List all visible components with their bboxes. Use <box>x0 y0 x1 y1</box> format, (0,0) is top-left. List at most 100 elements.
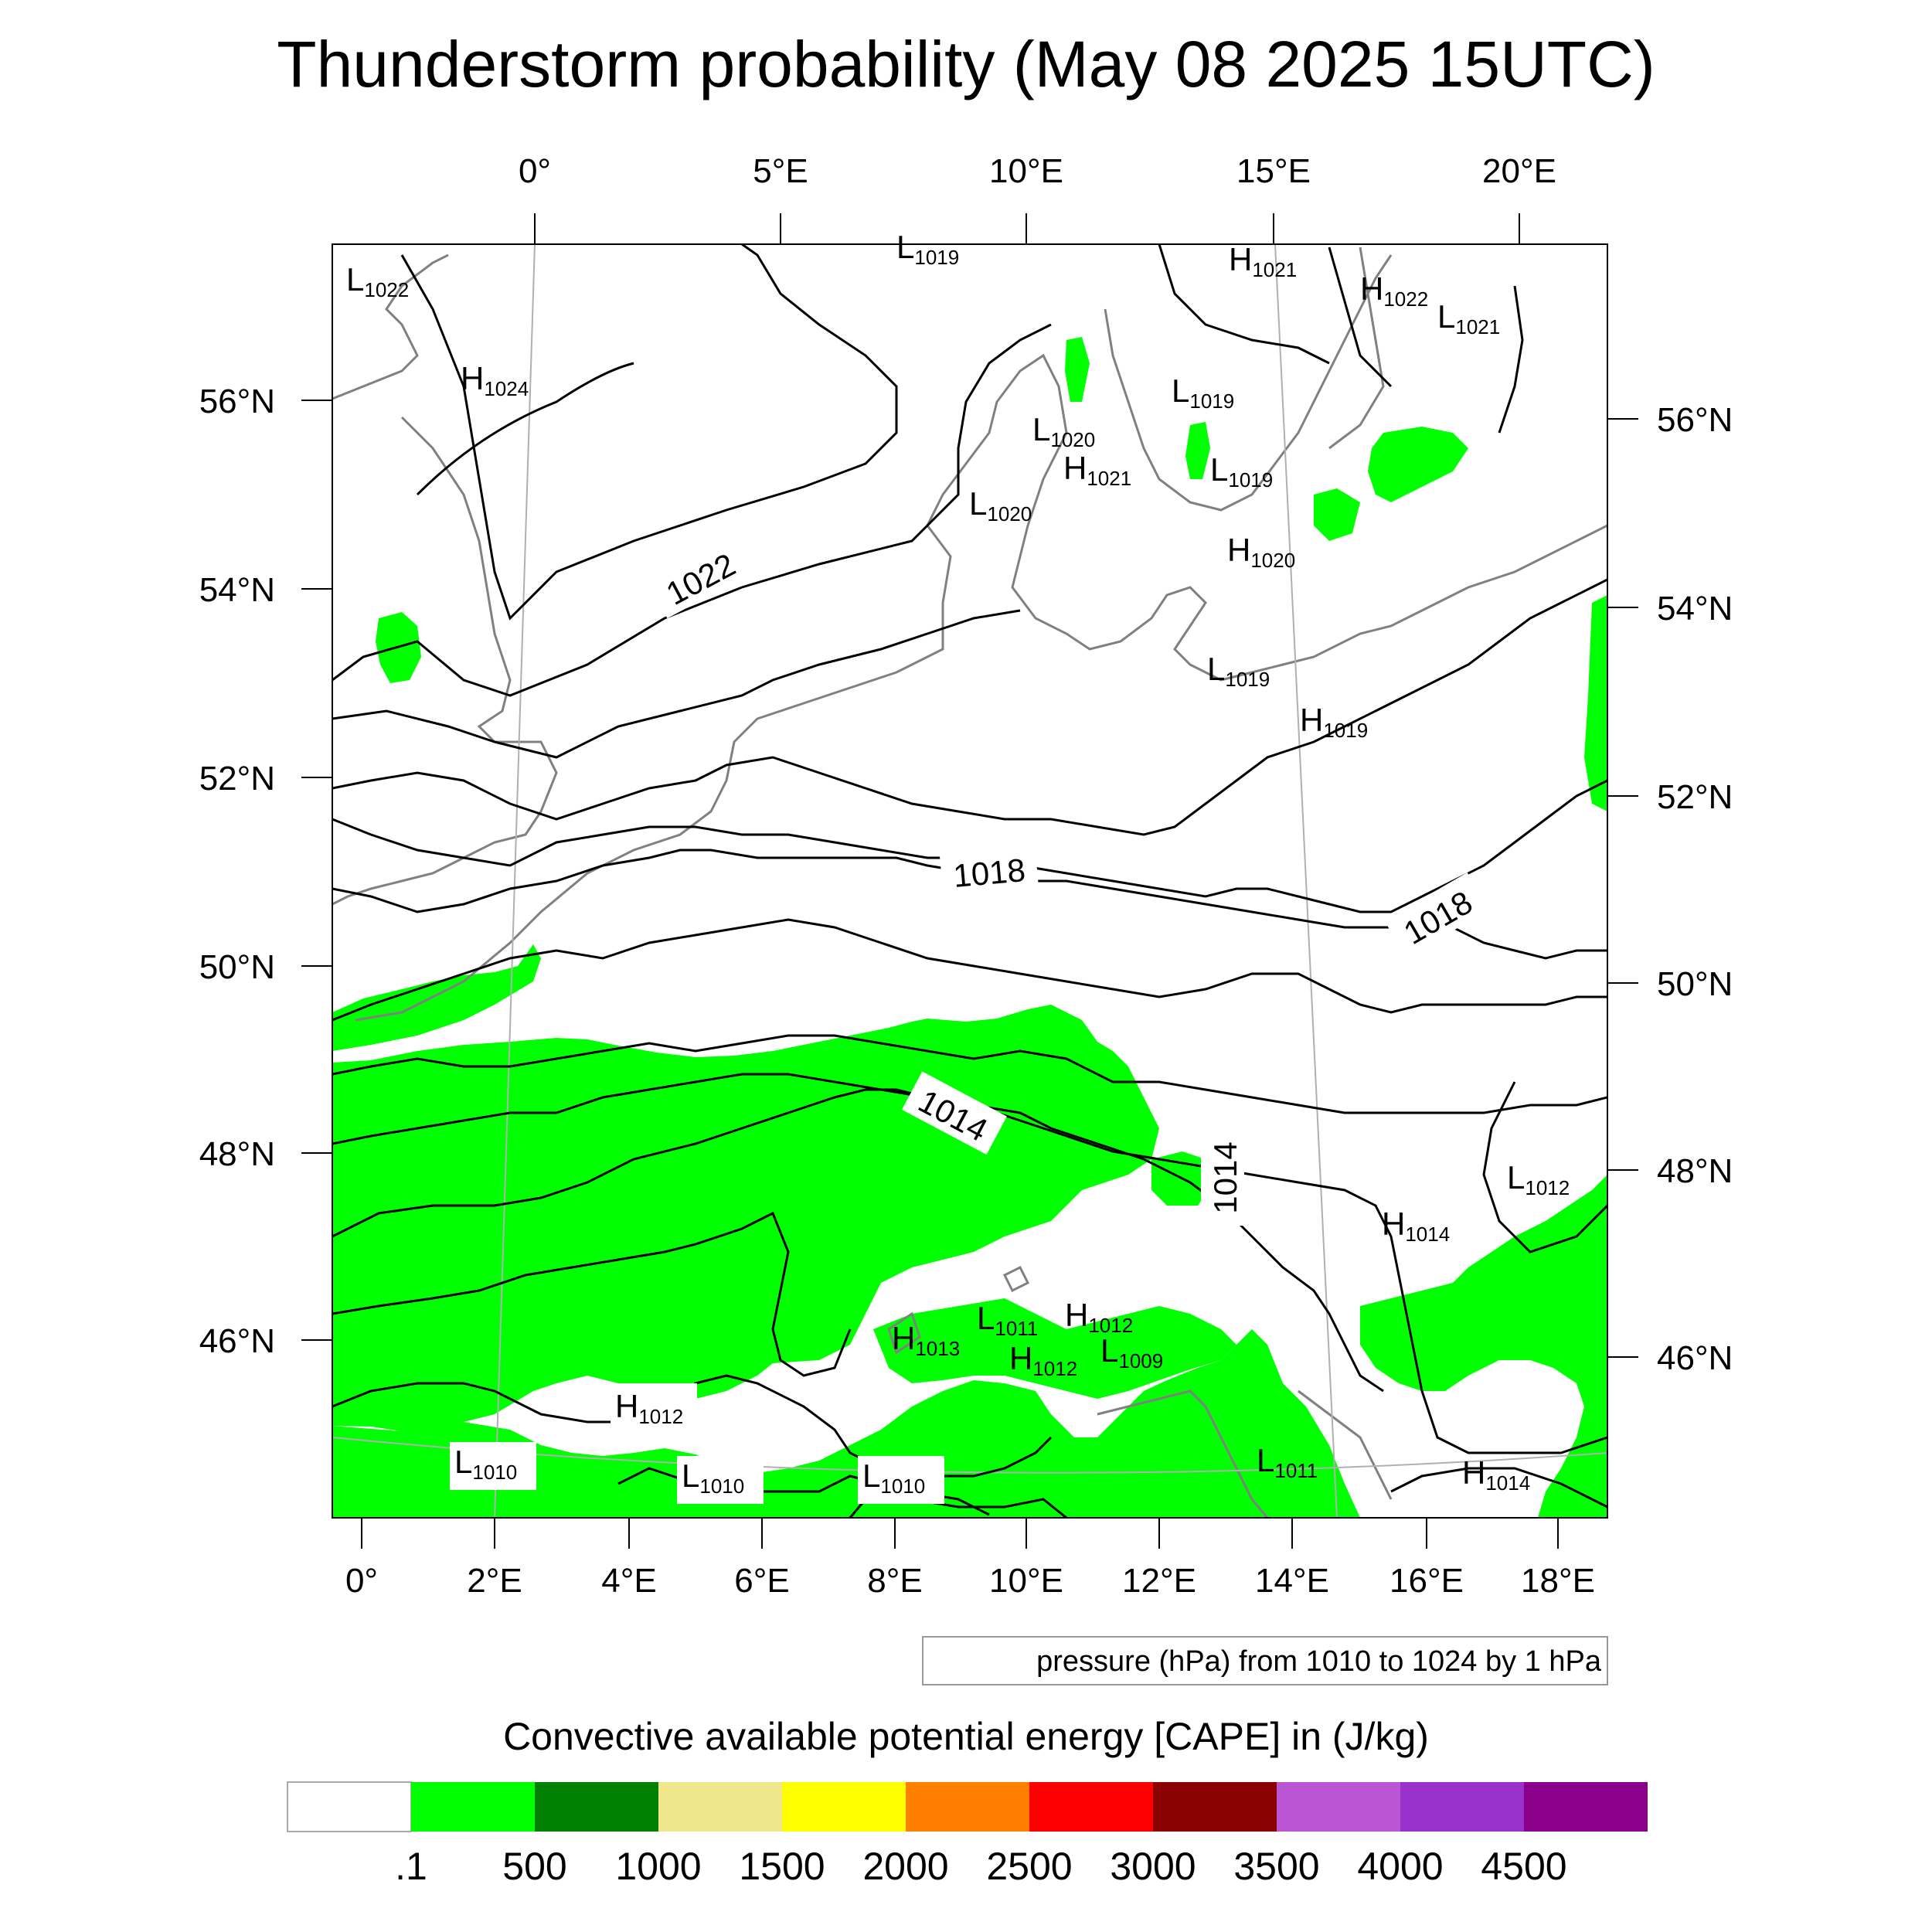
colorbar-label: 500 <box>502 1845 566 1888</box>
plot-border <box>332 243 1608 1519</box>
bottom-axis-label: 18°E <box>1521 1562 1595 1600</box>
pressure-center-boxed: L1010 <box>677 1456 764 1504</box>
isobar-1023 <box>400 244 898 621</box>
bottom-axis-labels: 0° 2°E 4°E 6°E 8°E 10°E 12°E 14°E 16°E 1… <box>345 1562 1595 1600</box>
isobar-1021 <box>332 247 1524 759</box>
top-axis-label: 15°E <box>1236 152 1311 190</box>
pressure-center-boxed: H1012 <box>611 1383 697 1431</box>
coastline-italy <box>1097 1389 1393 1518</box>
colorbar <box>287 1781 1648 1832</box>
meridian-0 <box>494 244 536 1518</box>
pressure-center: H1012 <box>1065 1297 1133 1337</box>
left-axis-label: 52°N <box>199 760 275 798</box>
bottom-axis-label: 14°E <box>1255 1562 1329 1600</box>
colorbar-swatch <box>1153 1782 1277 1832</box>
left-axis-label: 56°N <box>199 383 275 420</box>
colorbar-swatch <box>906 1782 1029 1832</box>
pressure-center: L1019 <box>896 229 959 269</box>
pressure-center: L1020 <box>1032 411 1095 451</box>
bottom-axis-label: 0° <box>345 1562 378 1600</box>
isobar-1015 <box>332 1073 1607 1454</box>
colorbar-label: 3000 <box>1110 1845 1196 1888</box>
top-axis-label: 5°E <box>753 152 808 190</box>
meridian-15e <box>1274 244 1338 1518</box>
bottom-axis-label: 2°E <box>467 1562 522 1600</box>
cape-patch-east-edge <box>1584 595 1607 811</box>
pressure-center: H1014 <box>1382 1206 1450 1246</box>
pressure-center: H1014 <box>1462 1454 1530 1495</box>
isobar-label-1018-west: 1018 <box>939 844 1039 896</box>
pressure-center: L1010 <box>682 1458 744 1498</box>
bottom-axis-label: 4°E <box>601 1562 656 1600</box>
right-axis-label: 48°N <box>1657 1152 1733 1190</box>
pressure-center-boxed: L1010 <box>450 1442 536 1490</box>
isobar-1016 <box>332 1034 1607 1114</box>
pressure-center: H1020 <box>1227 532 1295 572</box>
pressure-center: L1011 <box>977 1300 1038 1340</box>
top-axis-labels: 0° 5°E 10°E 15°E 20°E <box>519 152 1556 190</box>
isobar-1019 <box>332 779 1607 913</box>
right-axis-labels: 56°N 54°N 52°N 50°N 48°N 46°N <box>1657 401 1733 1377</box>
contour-info-text: pressure (hPa) from 1010 to 1024 by 1 hP… <box>1036 1645 1602 1678</box>
colorbar-swatch <box>1524 1782 1648 1832</box>
colorbar-label: 4000 <box>1357 1845 1443 1888</box>
colorbar-label: .1 <box>395 1845 427 1888</box>
bottom-axis-label: 10°E <box>989 1562 1063 1600</box>
bottom-axis-label: 6°E <box>734 1562 789 1600</box>
isobar-1013 <box>332 1211 852 1377</box>
pressure-center: H1013 <box>892 1320 960 1360</box>
cape-patch-poland <box>1368 427 1468 502</box>
pressure-centers: L1022 H1024 L1019 H1021 H1022 L1021 L101… <box>346 229 1570 1504</box>
isobar-label-1014-east: 1014 <box>1201 1130 1244 1226</box>
coastline-britain <box>332 253 558 906</box>
colorbar-swatch <box>658 1782 782 1832</box>
colorbar-title: Convective available potential energy [C… <box>503 1715 1429 1758</box>
right-axis-label: 46°N <box>1657 1339 1733 1377</box>
cape-area-alps <box>873 1298 1236 1399</box>
top-axis-label: 20°E <box>1482 152 1556 190</box>
cape-area-east <box>1360 1175 1607 1518</box>
isobar-1017 <box>332 918 1607 1022</box>
isobar-east-lower <box>1390 1467 1607 1509</box>
colorbar-swatch <box>1400 1782 1524 1832</box>
pressure-center: L1010 <box>862 1458 925 1498</box>
colorbar-swatch <box>535 1782 658 1832</box>
axis-ticks <box>301 213 1638 1549</box>
right-axis-label: 54°N <box>1657 590 1733 628</box>
right-axis-label: 56°N <box>1657 401 1733 439</box>
colorbar-label: 3500 <box>1233 1845 1319 1888</box>
pressure-center: L1009 <box>1100 1332 1163 1372</box>
pressure-center: L1012 <box>1507 1159 1570 1199</box>
isobar-label-1014-east-text: 1014 <box>1207 1141 1243 1213</box>
pressure-center: H1012 <box>1009 1340 1077 1380</box>
colorbar-labels: .1 500 1000 1500 2000 2500 3000 3500 400… <box>395 1845 1566 1888</box>
top-axis-label: 10°E <box>989 152 1063 190</box>
cape-area-south <box>332 1329 1360 1518</box>
pressure-center: L1019 <box>1210 451 1273 492</box>
cape-patch-denmark <box>1065 337 1090 402</box>
pressure-center: L1019 <box>1207 651 1270 691</box>
coastline-lakes <box>887 1265 1030 1355</box>
right-axis-label: 50°N <box>1657 965 1733 1003</box>
left-axis-label: 50°N <box>199 948 275 986</box>
pressure-center: H1012 <box>615 1388 683 1428</box>
colorbar-label: 1000 <box>615 1845 701 1888</box>
pressure-center: H1021 <box>1063 450 1131 490</box>
pressure-center: L1011 <box>1257 1442 1318 1482</box>
colorbar-swatch <box>411 1782 535 1832</box>
map-plot-area <box>332 244 1607 1518</box>
coastline-continent <box>355 353 1607 1022</box>
pressure-center: L1010 <box>454 1444 517 1484</box>
colorbar-label: 2000 <box>862 1845 948 1888</box>
isobar-1022 <box>332 244 1330 697</box>
colorbar-swatch <box>782 1782 906 1832</box>
pressure-center: L1021 <box>1437 298 1500 338</box>
pressure-center: L1020 <box>969 485 1032 526</box>
pressure-center: H1021 <box>1229 241 1297 281</box>
isobar-1024 <box>416 362 634 496</box>
isobar-high-east <box>1482 1081 1607 1253</box>
colorbar-swatch <box>1277 1782 1400 1832</box>
colorbar-swatch <box>287 1781 412 1832</box>
pressure-center: H1024 <box>461 360 529 400</box>
left-axis-label: 46°N <box>199 1322 275 1360</box>
